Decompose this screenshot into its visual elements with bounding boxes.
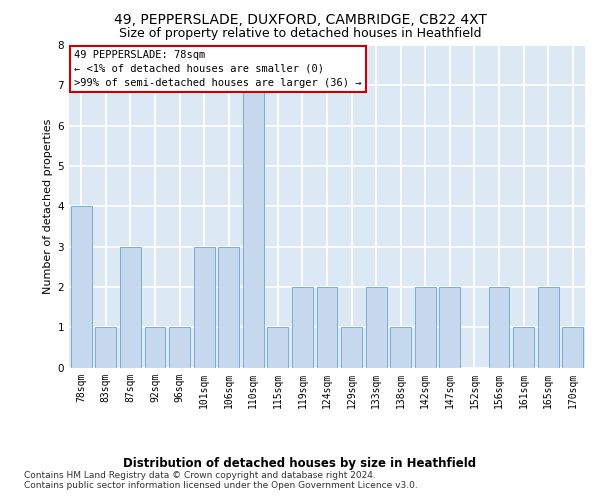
- Bar: [439, 287, 460, 368]
- Bar: [71, 206, 92, 368]
- Bar: [120, 246, 141, 368]
- Bar: [341, 327, 362, 368]
- Bar: [562, 327, 583, 368]
- Bar: [365, 287, 386, 368]
- Bar: [292, 287, 313, 368]
- Text: 49 PEPPERSLADE: 78sqm
← <1% of detached houses are smaller (0)
>99% of semi-deta: 49 PEPPERSLADE: 78sqm ← <1% of detached …: [74, 50, 362, 88]
- Text: Contains public sector information licensed under the Open Government Licence v3: Contains public sector information licen…: [24, 481, 418, 490]
- Bar: [95, 327, 116, 368]
- Bar: [145, 327, 166, 368]
- Bar: [317, 287, 337, 368]
- Text: 49, PEPPERSLADE, DUXFORD, CAMBRIDGE, CB22 4XT: 49, PEPPERSLADE, DUXFORD, CAMBRIDGE, CB2…: [113, 12, 487, 26]
- Bar: [538, 287, 559, 368]
- Bar: [169, 327, 190, 368]
- Text: Distribution of detached houses by size in Heathfield: Distribution of detached houses by size …: [124, 458, 476, 470]
- Bar: [513, 327, 534, 368]
- Bar: [218, 246, 239, 368]
- Text: Contains HM Land Registry data © Crown copyright and database right 2024.: Contains HM Land Registry data © Crown c…: [24, 471, 376, 480]
- Bar: [243, 86, 264, 368]
- Bar: [268, 327, 289, 368]
- Bar: [194, 246, 215, 368]
- Y-axis label: Number of detached properties: Number of detached properties: [43, 118, 53, 294]
- Bar: [390, 327, 411, 368]
- Text: Size of property relative to detached houses in Heathfield: Size of property relative to detached ho…: [119, 28, 481, 40]
- Bar: [415, 287, 436, 368]
- Bar: [488, 287, 509, 368]
